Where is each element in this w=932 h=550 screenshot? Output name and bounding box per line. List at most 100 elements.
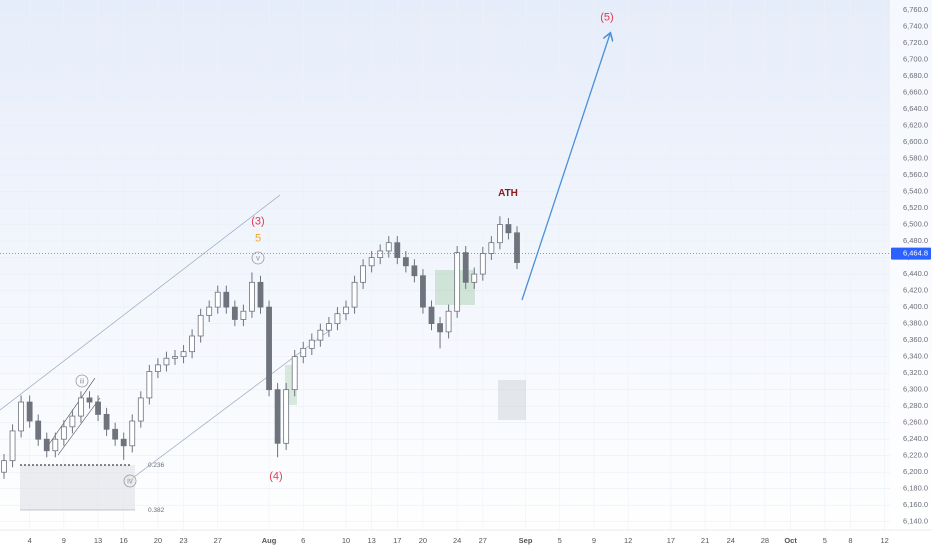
y-tick-label: 6,680.0 xyxy=(903,71,928,80)
y-tick-label: 6,580.0 xyxy=(903,153,928,162)
candle-body xyxy=(488,242,495,254)
candle-body xyxy=(505,224,512,234)
candle-body xyxy=(317,329,324,341)
y-tick-label: 6,180.0 xyxy=(903,484,928,493)
candle-body xyxy=(411,265,418,277)
candle-body xyxy=(103,414,110,430)
candle-body xyxy=(291,356,298,391)
candle-body xyxy=(26,401,33,422)
candle-body xyxy=(471,273,478,283)
x-tick-label: 27 xyxy=(479,536,487,545)
annotation: (5) xyxy=(600,11,613,23)
y-tick-label: 6,520.0 xyxy=(903,203,928,212)
candle-body xyxy=(334,313,341,325)
x-tick-label: Sep xyxy=(519,536,533,545)
annotations: (3) 5 v (4) (5) ATH iii iv 0.236 0.382 xyxy=(75,11,614,514)
candle-body xyxy=(214,291,221,308)
candle-body xyxy=(360,265,367,283)
candle-body xyxy=(462,252,469,283)
annotation: ATH xyxy=(498,188,518,199)
x-tick-label: 12 xyxy=(880,536,888,545)
y-tick-label: 6,640.0 xyxy=(903,104,928,113)
x-tick-label: 13 xyxy=(367,536,375,545)
candle-body xyxy=(325,323,332,331)
candle-body xyxy=(514,232,520,263)
y-tick-label: 6,700.0 xyxy=(903,54,928,63)
candle-body xyxy=(146,371,153,399)
candle-body xyxy=(9,430,16,462)
candle-body xyxy=(120,438,127,447)
candle-body xyxy=(18,401,25,432)
annotation: 5 xyxy=(255,232,261,244)
candle-body xyxy=(249,281,255,312)
candle-body xyxy=(240,310,247,320)
y-tick-label: 6,740.0 xyxy=(903,21,928,30)
candle-body xyxy=(283,389,290,444)
x-tick-label: 27 xyxy=(214,536,222,545)
y-tick-label: 6,300.0 xyxy=(903,385,928,394)
candle-body xyxy=(223,291,230,308)
y-tick-label: 6,720.0 xyxy=(903,38,928,47)
annotation: (3) xyxy=(251,215,264,227)
x-tick-label: 9 xyxy=(62,536,66,545)
candle-body xyxy=(231,306,238,320)
candle-body xyxy=(428,306,435,325)
candles xyxy=(1,216,520,479)
zone-box xyxy=(498,380,526,420)
axes: 6,140.0 6,160.0 6,180.0 6,200.0 6,220.0 6,240… xyxy=(0,5,931,545)
candle-body xyxy=(420,275,426,308)
candle-body xyxy=(95,401,101,415)
x-tick-label: 4 xyxy=(28,536,32,545)
candle-body xyxy=(496,224,503,244)
current-price-label: 6,464.8 xyxy=(903,249,928,258)
current-price-tag xyxy=(891,247,931,260)
annotation-circle xyxy=(123,474,137,488)
annotation-circle xyxy=(251,251,265,265)
x-tick-label: Aug xyxy=(262,536,277,545)
candle-body xyxy=(1,460,7,473)
x-tick-label: 5 xyxy=(558,536,562,545)
y-tick-label: 6,380.0 xyxy=(903,319,928,328)
candle-body xyxy=(163,357,170,366)
trend-line xyxy=(57,397,101,456)
annotation: 0.382 xyxy=(148,507,165,514)
candle-body xyxy=(308,339,315,349)
candle-body xyxy=(35,420,42,440)
y-tick-label: 6,160.0 xyxy=(903,500,928,509)
candle-body xyxy=(206,306,213,316)
y-tick-label: 6,220.0 xyxy=(903,451,928,460)
annotation: 0.236 xyxy=(148,462,165,469)
channel-line xyxy=(129,329,331,481)
x-tick-label: 9 xyxy=(592,536,596,545)
y-tick-label: 6,360.0 xyxy=(903,335,928,344)
y-tick-label: 6,760.0 xyxy=(903,5,928,14)
x-tick-label: 23 xyxy=(179,536,187,545)
x-tick-label: 12 xyxy=(624,536,632,545)
y-tick-label: 6,260.0 xyxy=(903,418,928,427)
y-tick-label: 6,660.0 xyxy=(903,87,928,96)
candle-body xyxy=(257,281,264,308)
candle-body xyxy=(60,426,67,440)
x-tick-label: 17 xyxy=(667,536,675,545)
annotation: iv xyxy=(127,477,133,486)
y-tick-label: 6,280.0 xyxy=(903,401,928,410)
annotation-circle xyxy=(75,374,89,388)
y-tick-label: 6,400.0 xyxy=(903,302,928,311)
candle-body xyxy=(129,420,136,447)
y-tick-label: 6,340.0 xyxy=(903,352,928,361)
candle-body xyxy=(394,242,401,258)
x-tick-label: 8 xyxy=(848,536,852,545)
x-tick-label: 20 xyxy=(154,536,162,545)
candle-body xyxy=(377,250,384,258)
candle-body xyxy=(197,314,204,337)
x-tick-label: 28 xyxy=(761,536,769,545)
x-tick-label: 17 xyxy=(393,536,401,545)
projection-arrow xyxy=(521,34,610,301)
candle-body xyxy=(343,306,349,315)
candle-body xyxy=(78,397,84,417)
x-tick-label: 24 xyxy=(453,536,461,545)
x-tick-label: 13 xyxy=(94,536,102,545)
x-tick-label: Oct xyxy=(784,536,797,545)
candle-body xyxy=(189,335,196,353)
candle-body xyxy=(43,438,50,452)
